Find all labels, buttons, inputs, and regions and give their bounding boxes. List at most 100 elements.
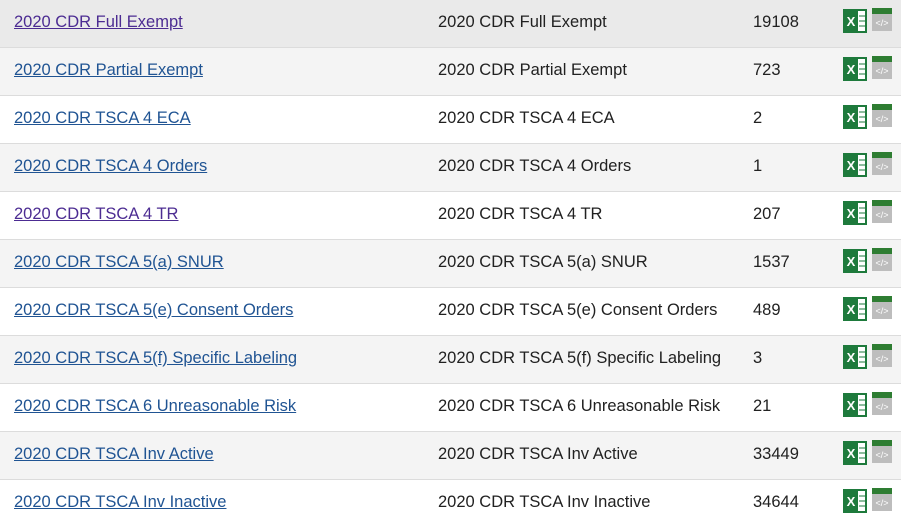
dataset-link[interactable]: 2020 CDR TSCA 5(f) Specific Labeling bbox=[14, 349, 298, 367]
download-links[interactable]: X </> bbox=[843, 199, 895, 230]
dataset-description: 2020 CDR Full Exempt bbox=[438, 13, 607, 31]
download-links[interactable]: X </> bbox=[843, 103, 895, 134]
icon-part bbox=[872, 200, 892, 206]
icon-part bbox=[872, 62, 892, 79]
icon-part: X bbox=[847, 62, 856, 77]
icon-part: X bbox=[847, 350, 856, 365]
icon-part: </> bbox=[875, 258, 888, 268]
dataset-link[interactable]: 2020 CDR TSCA 4 Orders bbox=[14, 157, 208, 175]
dataset-description: 2020 CDR Partial Exempt bbox=[438, 61, 627, 79]
download-links[interactable]: X </> bbox=[843, 247, 895, 278]
download-links[interactable]: X </> bbox=[843, 439, 895, 470]
download-icons[interactable]: X </> bbox=[843, 439, 895, 465]
icon-part bbox=[872, 446, 892, 463]
icon-part: </> bbox=[875, 354, 888, 364]
icon-part: </> bbox=[875, 66, 888, 76]
table-row: 2020 CDR TSCA 4 Orders 2020 CDR TSCA 4 Or… bbox=[0, 144, 901, 192]
download-icons[interactable]: X </> bbox=[843, 7, 895, 33]
icon-part bbox=[844, 10, 858, 32]
icon-part bbox=[844, 442, 858, 464]
download-icons[interactable]: X </> bbox=[843, 199, 895, 225]
icon-part: X bbox=[847, 398, 856, 413]
table-row: 2020 CDR Full Exempt 2020 CDR Full Exempt… bbox=[0, 0, 901, 48]
icon-part bbox=[844, 346, 858, 368]
icon-part: </> bbox=[875, 210, 888, 220]
table-row: 2020 CDR TSCA 5(e) Consent Orders 2020 CD… bbox=[0, 288, 901, 336]
dataset-description: 2020 CDR TSCA Inv Inactive bbox=[438, 493, 651, 511]
icon-part bbox=[844, 250, 858, 272]
download-links[interactable]: X </> bbox=[843, 151, 895, 182]
download-icons[interactable]: X </> bbox=[843, 247, 895, 273]
icon-part bbox=[872, 440, 892, 446]
record-count: 3 bbox=[753, 349, 763, 367]
icon-part bbox=[872, 254, 892, 271]
download-icons[interactable]: X </> bbox=[843, 487, 895, 513]
table-row: 2020 CDR TSCA Inv Inactive 2020 CDR TSCA … bbox=[0, 480, 901, 524]
record-count: 21 bbox=[753, 397, 772, 415]
download-links[interactable]: X </> bbox=[843, 7, 895, 38]
dataset-description: 2020 CDR TSCA Inv Active bbox=[438, 445, 638, 463]
icon-part: X bbox=[847, 206, 856, 221]
icon-part: </> bbox=[875, 306, 888, 316]
download-links[interactable]: X </> bbox=[843, 487, 895, 518]
icon-part: </> bbox=[875, 162, 888, 172]
icon-part bbox=[872, 302, 892, 319]
icon-part bbox=[872, 248, 892, 254]
icon-part: </> bbox=[875, 450, 888, 460]
download-links[interactable]: X </> bbox=[843, 55, 895, 86]
table-row: 2020 CDR Partial Exempt 2020 CDR Partial … bbox=[0, 48, 901, 96]
dataset-description: 2020 CDR TSCA 4 ECA bbox=[438, 109, 615, 127]
dataset-description: 2020 CDR TSCA 5(a) SNUR bbox=[438, 253, 648, 271]
dataset-description: 2020 CDR TSCA 4 TR bbox=[438, 205, 603, 223]
download-links[interactable]: X </> bbox=[843, 343, 895, 374]
download-links[interactable]: X </> bbox=[843, 295, 895, 326]
table-row: 2020 CDR TSCA Inv Active 2020 CDR TSCA In… bbox=[0, 432, 901, 480]
record-count: 2 bbox=[753, 109, 763, 127]
dataset-link[interactable]: 2020 CDR TSCA 6 Unreasonable Risk bbox=[14, 397, 297, 415]
icon-part bbox=[872, 56, 892, 62]
icon-part bbox=[844, 58, 858, 80]
dataset-link[interactable]: 2020 CDR TSCA 4 TR bbox=[14, 205, 179, 223]
icon-part: </> bbox=[875, 114, 888, 124]
icon-part: </> bbox=[875, 18, 888, 28]
icon-part bbox=[872, 152, 892, 158]
dataset-link[interactable]: 2020 CDR Full Exempt bbox=[14, 13, 183, 31]
icon-part bbox=[872, 206, 892, 223]
download-icons[interactable]: X </> bbox=[843, 55, 895, 81]
icon-part: X bbox=[847, 446, 856, 461]
icon-part bbox=[872, 350, 892, 367]
icon-part: X bbox=[847, 494, 856, 509]
download-icons[interactable]: X </> bbox=[843, 295, 895, 321]
record-count: 19108 bbox=[753, 13, 799, 31]
table-row: 2020 CDR TSCA 5(f) Specific Labeling 2020… bbox=[0, 336, 901, 384]
dataset-link[interactable]: 2020 CDR TSCA 5(a) SNUR bbox=[14, 253, 224, 271]
icon-part bbox=[872, 392, 892, 398]
dataset-link[interactable]: 2020 CDR TSCA 5(e) Consent Orders bbox=[14, 301, 294, 319]
record-count: 489 bbox=[753, 301, 781, 319]
dataset-description: 2020 CDR TSCA 4 Orders bbox=[438, 157, 632, 175]
dataset-link[interactable]: 2020 CDR TSCA Inv Active bbox=[14, 445, 214, 463]
record-count: 1537 bbox=[753, 253, 790, 271]
icon-part: X bbox=[847, 302, 856, 317]
download-icons[interactable]: X </> bbox=[843, 343, 895, 369]
download-icons[interactable]: X </> bbox=[843, 151, 895, 177]
icon-part bbox=[872, 158, 892, 175]
icon-part bbox=[844, 490, 858, 512]
dataset-link[interactable]: 2020 CDR TSCA 4 ECA bbox=[14, 109, 191, 127]
download-icons[interactable]: X </> bbox=[843, 391, 895, 417]
record-count: 1 bbox=[753, 157, 763, 175]
icon-part: </> bbox=[875, 498, 888, 508]
dataset-link[interactable]: 2020 CDR TSCA Inv Inactive bbox=[14, 493, 227, 511]
download-links[interactable]: X </> bbox=[843, 391, 895, 422]
icon-part: X bbox=[847, 110, 856, 125]
download-icons[interactable]: X </> bbox=[843, 103, 895, 129]
icon-part bbox=[844, 154, 858, 176]
dataset-description: 2020 CDR TSCA 5(f) Specific Labeling bbox=[438, 349, 722, 367]
record-count: 33449 bbox=[753, 445, 799, 463]
table-row: 2020 CDR TSCA 4 TR 2020 CDR TSCA 4 TR 207 X… bbox=[0, 192, 901, 240]
dataset-description: 2020 CDR TSCA 6 Unreasonable Risk bbox=[438, 397, 721, 415]
table-row: 2020 CDR TSCA 4 ECA 2020 CDR TSCA 4 ECA 2 X… bbox=[0, 96, 901, 144]
dataset-link[interactable]: 2020 CDR Partial Exempt bbox=[14, 61, 203, 79]
icon-part: X bbox=[847, 158, 856, 173]
